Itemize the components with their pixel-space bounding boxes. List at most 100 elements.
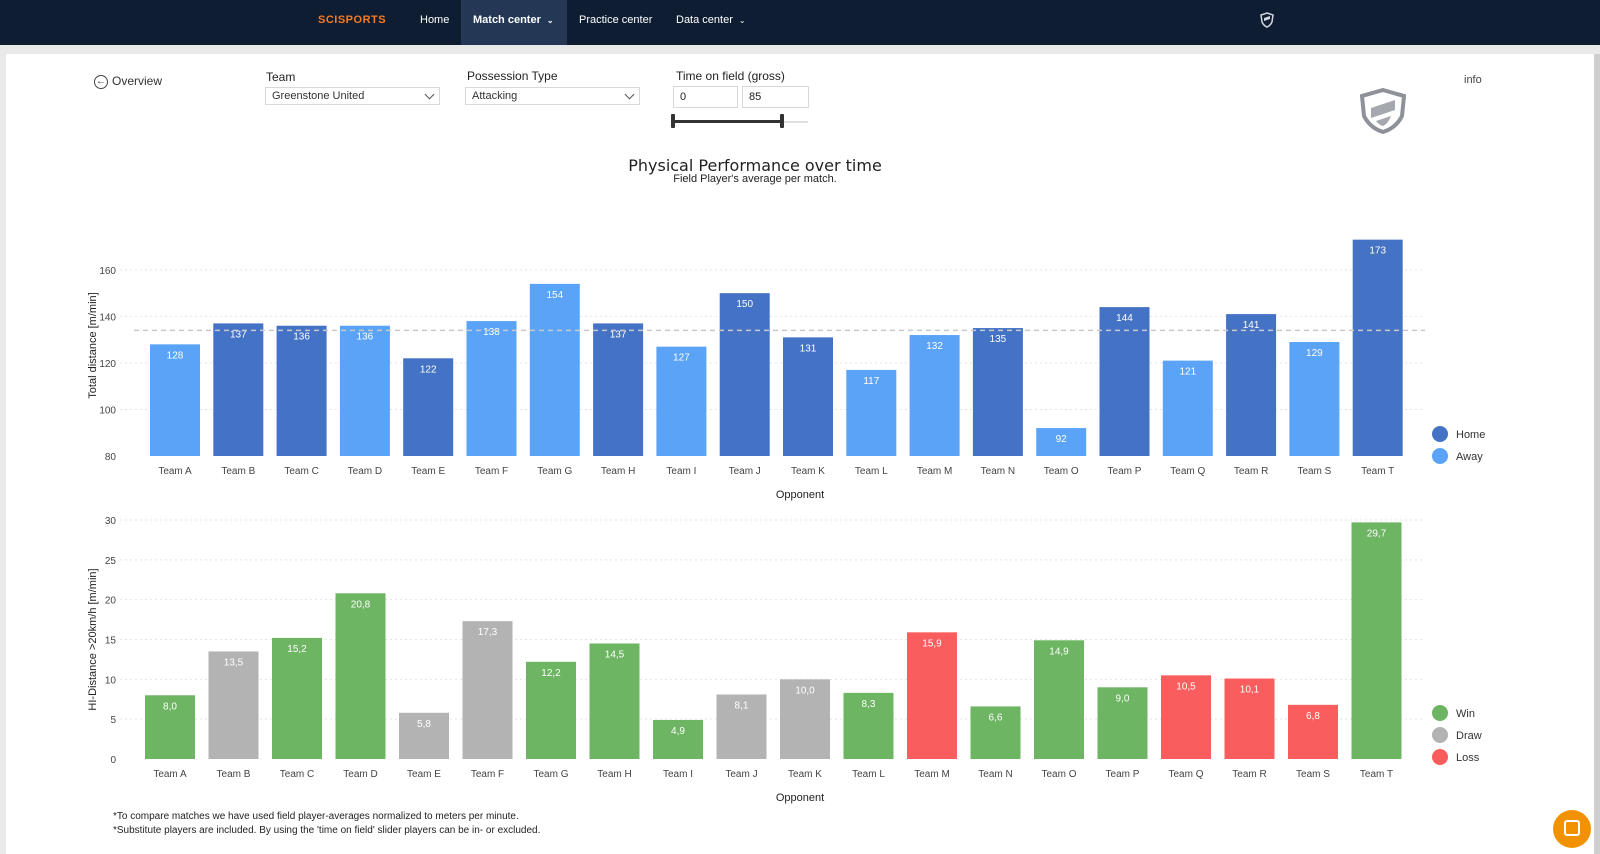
scrollbar[interactable]	[1594, 54, 1600, 854]
y-tick-label: 15	[105, 636, 117, 647]
nav-match-center[interactable]: Match center ⌄	[461, 0, 567, 45]
bar	[846, 369, 897, 456]
time-min-input[interactable]: 0	[673, 86, 738, 108]
x-tick-label: Team T	[1360, 769, 1393, 780]
bar-value-label: 136	[357, 332, 374, 343]
x-tick-label: Team J	[725, 769, 757, 780]
bar-value-label: 8,3	[862, 699, 876, 710]
bar	[909, 335, 960, 456]
x-tick-label: Team P	[1108, 466, 1142, 477]
bar	[466, 321, 517, 456]
bar	[589, 643, 640, 759]
x-tick-label: Team F	[475, 466, 508, 477]
total-distance-chart: 80 100 120 140 160 128 Team A 137 Team B 136 Team …	[87, 239, 1485, 501]
bar	[526, 661, 576, 759]
legend-marker	[1432, 727, 1448, 743]
bar	[208, 651, 259, 759]
hi-distance-chart: 0 5 10 15 20 25 30 8,0 Team A 13,5 Team B 15,2 Team …	[87, 516, 1482, 804]
time-max-input[interactable]: 85	[742, 86, 809, 108]
x-tick-label: Team L	[855, 466, 888, 477]
bar-value-label: 13,5	[224, 657, 244, 668]
bar	[272, 637, 322, 759]
bar	[972, 328, 1023, 456]
scisports-logo[interactable]: SCISPORTS	[318, 14, 387, 26]
time-slider-max-handle[interactable]	[780, 114, 784, 128]
bar-value-label: 131	[800, 343, 817, 354]
bar-value-label: 10,1	[1240, 685, 1260, 696]
x-tick-label: Team S	[1297, 466, 1331, 477]
chat-icon	[1564, 820, 1580, 836]
bar	[1288, 704, 1338, 759]
y-tick-label: 10	[105, 675, 117, 686]
bar-value-label: 150	[736, 299, 753, 310]
bar	[1034, 640, 1084, 759]
x-tick-label: Team E	[411, 466, 445, 477]
x-axis-title: Opponent	[776, 489, 824, 501]
bar-value-label: 29,7	[1367, 528, 1387, 539]
legend-label: Away	[1456, 451, 1483, 463]
bar-value-label: 154	[546, 290, 563, 301]
bar-value-label: 15,2	[287, 644, 307, 655]
bar	[150, 344, 200, 456]
possession-type-value: Attacking	[472, 90, 518, 102]
x-tick-label: Team T	[1361, 466, 1394, 477]
possession-type-label: Possession Type	[467, 69, 558, 83]
bar-value-label: 6,6	[989, 712, 1003, 723]
bar	[1036, 428, 1087, 456]
x-tick-label: Team B	[221, 466, 255, 477]
bar-value-label: 5,8	[417, 719, 431, 730]
team-select[interactable]: Greenstone United	[265, 87, 440, 105]
back-arrow-icon: ←	[94, 74, 108, 89]
x-tick-label: Team A	[153, 769, 187, 780]
chevron-down-icon: ⌄	[738, 16, 746, 25]
x-tick-label: Team A	[158, 466, 192, 477]
bar	[907, 632, 957, 759]
nav-home[interactable]: Home	[420, 14, 450, 26]
footnote-normalized: *To compare matches we have used field p…	[113, 811, 519, 822]
bar-value-label: 10,0	[795, 685, 815, 696]
bar	[399, 712, 449, 759]
x-tick-label: Team R	[1232, 769, 1266, 780]
bar-value-label: 136	[293, 332, 310, 343]
bar-value-label: 8,0	[163, 701, 177, 712]
x-tick-label: Team N	[978, 769, 1012, 780]
x-tick-label: Team K	[788, 769, 822, 780]
bar-value-label: 20,8	[351, 599, 371, 610]
time-slider-min-handle[interactable]	[671, 114, 675, 128]
bar	[1162, 360, 1213, 456]
legend-label: Loss	[1456, 752, 1480, 764]
x-tick-label: Team O	[1044, 466, 1079, 477]
x-tick-label: Team K	[791, 466, 825, 477]
bar-value-label: 144	[1116, 313, 1133, 324]
possession-type-select[interactable]: Attacking	[465, 87, 640, 105]
bar-value-label: 173	[1369, 246, 1386, 257]
bar-value-label: 10,5	[1176, 681, 1196, 692]
bar	[1226, 314, 1277, 456]
club-shield-icon	[1359, 88, 1407, 134]
bar	[653, 719, 703, 759]
bar	[783, 337, 833, 456]
y-axis-title: HI-Distance >20km/h [m/min]	[87, 568, 99, 710]
legend-marker	[1432, 705, 1448, 721]
chat-support-button[interactable]	[1553, 810, 1591, 848]
y-tick-label: 120	[99, 359, 116, 370]
x-tick-label: Team O	[1041, 769, 1076, 780]
x-tick-label: Team I	[666, 466, 696, 477]
y-tick-label: 30	[105, 516, 117, 527]
x-tick-label: Team F	[471, 769, 504, 780]
nav-data-center[interactable]: Data center ⌄	[664, 0, 758, 45]
bar-value-label: 14,9	[1049, 646, 1069, 657]
bar-value-label: 8,1	[735, 700, 749, 711]
shield-icon[interactable]	[1259, 12, 1275, 28]
x-tick-label: Team H	[601, 466, 635, 477]
bar-value-label: 137	[610, 329, 627, 340]
y-tick-label: 80	[105, 452, 117, 463]
y-tick-label: 0	[110, 755, 116, 766]
x-tick-label: Team C	[284, 466, 318, 477]
report-subtitle: Field Player's average per match.	[673, 173, 837, 185]
nav-practice-center[interactable]: Practice center	[579, 14, 653, 26]
bar	[1289, 342, 1340, 456]
back-to-overview-button[interactable]: ← Overview	[94, 74, 162, 89]
info-button[interactable]: info	[1464, 74, 1482, 86]
team-select-value: Greenstone United	[272, 90, 365, 102]
